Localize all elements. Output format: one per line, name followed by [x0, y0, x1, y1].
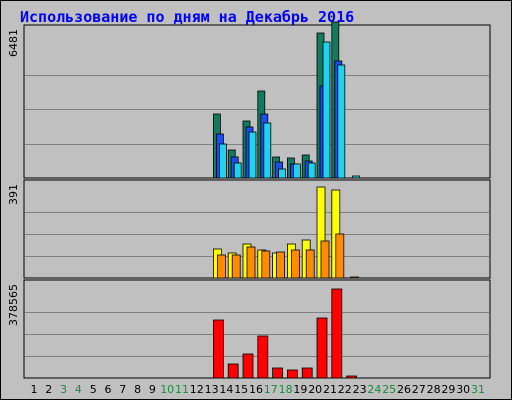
bar-middle-day-18 — [276, 251, 286, 279]
x-tick-label: 21 — [323, 383, 337, 396]
bar-bottom-day-23 — [346, 375, 358, 379]
x-tick-label: 13 — [205, 383, 219, 396]
bar-bottom-day-18 — [272, 367, 284, 379]
bar-bottom-day-20 — [301, 367, 313, 379]
x-tick-label: 12 — [190, 383, 204, 396]
x-tick-label: 4 — [75, 383, 82, 396]
panel-bottom-frame — [23, 279, 491, 379]
bar-bottom-day-21 — [316, 317, 328, 379]
x-tick-label: 29 — [441, 383, 455, 396]
x-tick-label: 24 — [367, 383, 381, 396]
bar-middle-day-14 — [216, 254, 226, 279]
x-tick-label: 28 — [427, 383, 441, 396]
x-tick-label: 11 — [175, 383, 189, 396]
bar-top-day-16 — [248, 131, 257, 179]
bar-bottom-day-15 — [227, 363, 239, 379]
x-tick-label: 2 — [45, 383, 52, 396]
bar-middle-day-20 — [305, 249, 315, 279]
bar-middle-day-22 — [335, 233, 345, 279]
bar-top-day-19 — [292, 163, 301, 179]
x-tick-label: 17 — [264, 383, 278, 396]
bar-top-day-20 — [307, 162, 316, 179]
bar-middle-day-19 — [290, 249, 300, 279]
x-tick-label: 14 — [219, 383, 233, 396]
x-tick-label: 19 — [293, 383, 307, 396]
bar-top-day-21 — [322, 41, 331, 179]
x-tick-label: 1 — [31, 383, 38, 396]
x-tick-label: 27 — [412, 383, 426, 396]
panel-middle-frame — [23, 179, 491, 279]
x-tick-label: 10 — [160, 383, 174, 396]
bar-bottom-day-17 — [257, 335, 269, 379]
panel-bottom-ymax-label: 378565 — [7, 284, 20, 326]
x-tick-label: 31 — [471, 383, 485, 396]
panel-top-frame — [23, 24, 491, 179]
x-tick-label: 18 — [279, 383, 293, 396]
x-tick-label: 3 — [60, 383, 67, 396]
x-tick-label: 23 — [353, 383, 367, 396]
x-tick-label: 16 — [249, 383, 263, 396]
x-tick-label: 8 — [134, 383, 141, 396]
bar-bottom-day-19 — [286, 369, 298, 379]
x-tick-label: 15 — [234, 383, 248, 396]
bar-top-day-15 — [233, 162, 242, 179]
bar-bottom-day-22 — [331, 288, 343, 379]
bar-top-day-14 — [218, 143, 227, 179]
x-tick-label: 20 — [308, 383, 322, 396]
bar-middle-day-21 — [320, 240, 330, 279]
bar-top-day-18 — [278, 168, 287, 179]
x-tick-label: 9 — [149, 383, 156, 396]
x-tick-label: 7 — [119, 383, 126, 396]
chart-title: Использование по дням на Декабрь 2016 — [20, 8, 355, 26]
bar-top-day-17 — [263, 122, 272, 179]
x-tick-label: 6 — [105, 383, 112, 396]
bar-bottom-day-16 — [242, 353, 254, 379]
x-tick-label: 22 — [338, 383, 352, 396]
bar-middle-day-16 — [246, 246, 256, 279]
x-tick-label: 26 — [397, 383, 411, 396]
bar-bottom-day-14 — [212, 319, 224, 379]
bar-middle-day-23 — [350, 276, 360, 279]
bar-middle-day-15 — [231, 254, 241, 279]
panel-top-ymax-label: 6481 — [7, 29, 20, 57]
bar-middle-day-17 — [261, 250, 271, 279]
x-tick-label: 25 — [382, 383, 396, 396]
bar-top-day-22 — [337, 64, 346, 179]
x-tick-label: 5 — [90, 383, 97, 396]
panel-middle-ymax-label: 391 — [7, 184, 20, 205]
x-tick-label: 30 — [456, 383, 470, 396]
bar-top-day-23 — [352, 175, 361, 179]
